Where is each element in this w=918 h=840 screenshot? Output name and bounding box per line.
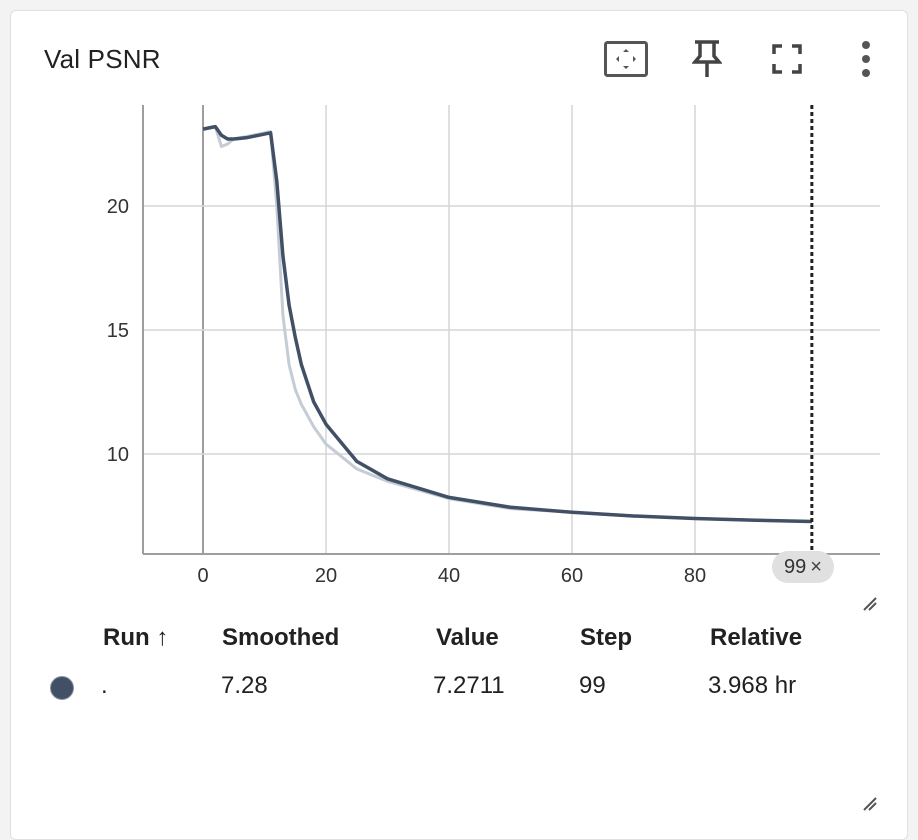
y-tick-label: 20 xyxy=(107,196,129,218)
cell-relative: 3.968 hr xyxy=(708,672,797,699)
header-value[interactable]: Value xyxy=(436,624,499,651)
y-tick-label: 15 xyxy=(107,320,129,342)
cell-value: 7.2711 xyxy=(433,672,505,699)
x-tick-label: 40 xyxy=(438,565,460,587)
card-title: Val PSNR xyxy=(44,44,161,74)
header-relative[interactable]: Relative xyxy=(710,624,803,651)
chart-axes xyxy=(142,105,880,555)
y-tick-label: 10 xyxy=(107,444,129,466)
step-chip-label: 99 xyxy=(784,555,807,578)
chart-lines xyxy=(202,124,812,524)
cell-smoothed: 7.28 xyxy=(221,672,268,699)
close-icon[interactable]: × xyxy=(810,555,822,578)
x-tick-label: 0 xyxy=(197,565,208,587)
header-smoothed[interactable]: Smoothed xyxy=(222,624,340,651)
header-step[interactable]: Step xyxy=(580,624,633,651)
fullscreen-button[interactable] xyxy=(767,39,807,79)
chart-grid xyxy=(143,105,880,554)
chart-ticks: 0 20 40 60 80 10 15 20 xyxy=(107,196,706,587)
cell-step: 99 xyxy=(579,672,606,699)
header-run[interactable]: Run ↑ xyxy=(103,624,169,651)
cell-run: . xyxy=(101,672,108,699)
line-chart: 0 20 40 60 80 10 15 20 xyxy=(107,105,880,587)
fit-domain-button[interactable] xyxy=(603,39,649,79)
pin-button[interactable] xyxy=(687,39,727,79)
series-line-smoothed xyxy=(202,124,812,524)
fit-domain-icon xyxy=(604,41,648,77)
x-tick-label: 20 xyxy=(315,565,337,587)
more-options-button[interactable] xyxy=(851,39,881,79)
scalar-card: Val PSNR xyxy=(10,10,908,840)
run-color-dot xyxy=(50,676,74,700)
more-vert-icon xyxy=(862,41,870,77)
fullscreen-icon xyxy=(772,44,802,74)
step-chip: 99 × xyxy=(772,551,834,583)
card-resize-handle-icon[interactable] xyxy=(862,796,878,812)
x-tick-label: 60 xyxy=(561,565,583,587)
x-tick-label: 80 xyxy=(684,565,706,587)
pin-icon xyxy=(692,40,722,77)
resize-handle-icon[interactable] xyxy=(862,596,878,612)
